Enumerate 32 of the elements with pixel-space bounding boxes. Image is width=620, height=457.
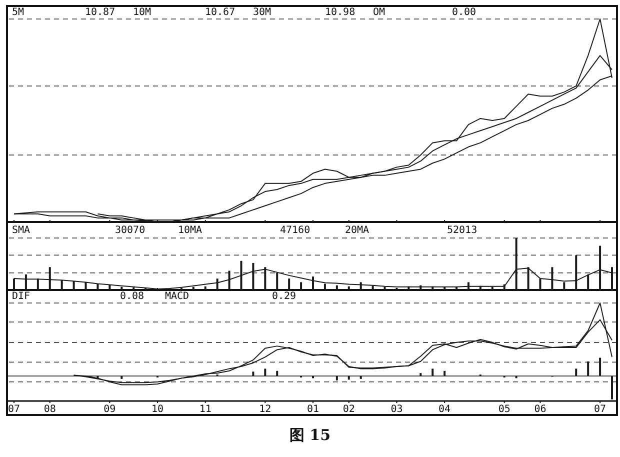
x-tick-label: 03 <box>390 404 403 415</box>
x-tick-label: 05 <box>498 404 510 415</box>
x-tick-label: 01 <box>306 404 320 415</box>
text: 5M <box>12 7 24 18</box>
text: 10.87 <box>85 7 116 18</box>
x-tick-label: 09 <box>104 404 116 415</box>
text: 30M <box>253 7 272 18</box>
text: 0.29 <box>272 291 296 302</box>
text: 10M <box>133 7 152 18</box>
text: OM <box>373 7 386 18</box>
text: MACD <box>165 291 190 302</box>
text: 10MA <box>178 225 202 236</box>
text: SMA <box>12 225 30 236</box>
x-tick-label: 11 <box>199 404 212 415</box>
text: 20MA <box>345 225 370 236</box>
text: 10.98 <box>325 7 356 18</box>
caption: 图 15 <box>289 426 331 444</box>
x-tick-label: 08 <box>44 404 56 415</box>
text: 47160 <box>280 225 310 236</box>
x-tick-label: 06 <box>534 404 546 415</box>
x-tick-label: 12 <box>259 404 272 415</box>
text: 0.08 <box>120 291 144 302</box>
x-tick-label: 07 <box>594 404 606 415</box>
x-tick-label: 04 <box>438 404 451 415</box>
x-tick-label: 07 <box>8 404 20 415</box>
text: 30070 <box>115 225 146 236</box>
text: DIF <box>12 291 30 302</box>
text: 0.00 <box>452 7 476 18</box>
x-tick-label: 10 <box>151 404 164 415</box>
x-tick-label: 02 <box>342 404 355 415</box>
text: 52013 <box>447 225 478 236</box>
text: 10.67 <box>205 7 236 18</box>
